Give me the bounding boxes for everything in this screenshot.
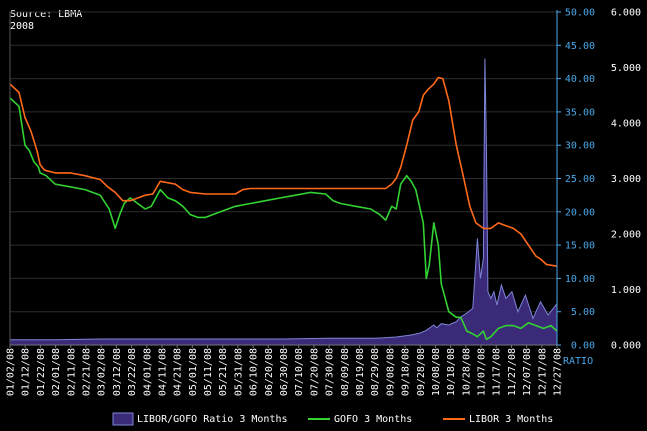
ratio-axis: 0.00 5.00 10.00 15.00 20.00 25.00 30.00 35.00 40… xyxy=(557,8,595,352)
x-tick-label: 06/20/08 xyxy=(264,348,275,396)
legend-swatch-ratio xyxy=(112,412,134,426)
rate-tick-label: 1.000 xyxy=(611,285,641,296)
year-label: 2008 xyxy=(10,21,34,32)
legend-item-ratio: LIBOR/GOFO Ratio 3 Months xyxy=(112,412,288,426)
ratio-tick-label: 15.00 xyxy=(565,241,595,252)
ratio-tick-label: 30.00 xyxy=(565,141,595,152)
series-line-gofo xyxy=(9,97,558,341)
x-tick-label: 09/28/08 xyxy=(416,348,427,396)
x-tick-label: 10/28/08 xyxy=(461,348,472,396)
x-tick-label: 11/27/08 xyxy=(507,348,518,396)
x-tick-label: 04/11/08 xyxy=(157,348,168,396)
legend-item-libor: LIBOR 3 Months xyxy=(443,414,553,425)
x-tick-label: 04/21/08 xyxy=(173,348,184,396)
rate-tick-label: 2.000 xyxy=(611,230,641,241)
ratio-tick-label: 5.00 xyxy=(571,307,595,318)
x-tick-label: 10/18/08 xyxy=(446,348,457,396)
source-label: Source: LBMA xyxy=(10,9,82,20)
ratio-tick-label: 25.00 xyxy=(565,174,595,185)
x-tick-label: 07/10/08 xyxy=(294,348,305,396)
x-tick-label: 03/02/08 xyxy=(97,348,108,396)
x-tick-label: 05/01/08 xyxy=(188,348,199,396)
x-tick-label: 06/10/08 xyxy=(249,348,260,396)
legend-label-libor: LIBOR 3 Months xyxy=(469,414,553,425)
x-tick-label: 02/21/08 xyxy=(82,348,93,396)
x-axis: 01/02/08 01/12/08 01/22/08 02/01/08 02/11/08… xyxy=(6,345,564,396)
x-tick-label: 09/08/08 xyxy=(385,348,396,396)
x-tick-label: 12/07/08 xyxy=(522,348,533,396)
x-tick-label: 04/01/08 xyxy=(142,348,153,396)
series-area-ratio xyxy=(10,58,557,345)
rate-tick-label: 4.000 xyxy=(611,119,641,130)
x-tick-label: 05/31/08 xyxy=(233,348,244,396)
x-tick-label: 12/17/08 xyxy=(537,348,548,396)
x-tick-label: 06/30/08 xyxy=(279,348,290,396)
ratio-tick-label: 35.00 xyxy=(565,107,595,118)
ratio-tick-label: 10.00 xyxy=(565,274,595,285)
x-tick-label: 07/30/08 xyxy=(325,348,336,396)
gridlines xyxy=(10,11,557,346)
x-tick-label: 08/19/08 xyxy=(355,348,366,396)
legend: LIBOR/GOFO Ratio 3 Months GOFO 3 Months … xyxy=(112,412,553,426)
series-layer xyxy=(9,58,558,345)
rate-axis: 0.000 1.000 2.000 3.000 4.000 5.000 6.000 xyxy=(611,8,641,352)
x-tick-label: 09/18/08 xyxy=(401,348,412,396)
legend-item-gofo: GOFO 3 Months xyxy=(308,414,412,425)
x-tick-label: 01/02/08 xyxy=(6,348,17,396)
x-tick-label: 08/09/08 xyxy=(340,348,351,396)
x-tick-label: 10/08/08 xyxy=(431,348,442,396)
legend-label-gofo: GOFO 3 Months xyxy=(334,414,412,425)
x-tick-label: 03/22/08 xyxy=(127,348,138,396)
x-tick-label: 01/22/08 xyxy=(36,348,47,396)
x-tick-label: 02/01/08 xyxy=(51,348,62,396)
ratio-tick-label: 45.00 xyxy=(565,41,595,52)
rate-tick-label: 0.000 xyxy=(611,341,641,352)
rate-tick-label: 3.000 xyxy=(611,174,641,185)
ratio-tick-label: 40.00 xyxy=(565,74,595,85)
legend-label-ratio: LIBOR/GOFO Ratio 3 Months xyxy=(137,414,288,425)
x-tick-label: 12/27/08 xyxy=(553,348,564,396)
x-tick-label: 03/12/08 xyxy=(112,348,123,396)
x-tick-label: 05/11/08 xyxy=(203,348,214,396)
ratio-tick-label: 50.00 xyxy=(565,8,595,19)
ratio-tick-label: 20.00 xyxy=(565,207,595,218)
series-line-ratio xyxy=(10,58,558,341)
x-tick-label: 11/17/08 xyxy=(492,348,503,396)
rate-tick-label: 5.000 xyxy=(611,63,641,74)
x-tick-label: 02/11/08 xyxy=(66,348,77,396)
x-tick-label: 07/20/08 xyxy=(309,348,320,396)
x-tick-label: 05/21/08 xyxy=(218,348,229,396)
x-tick-label: 01/12/08 xyxy=(21,348,32,396)
rate-tick-label: 6.000 xyxy=(611,8,641,19)
ratio-axis-label: RATIO xyxy=(563,356,593,367)
x-tick-label: 08/29/08 xyxy=(370,348,381,396)
series-line-libor xyxy=(9,76,558,267)
x-tick-label: 11/07/08 xyxy=(477,348,488,396)
ratio-tick-label: 0.00 xyxy=(571,341,595,352)
